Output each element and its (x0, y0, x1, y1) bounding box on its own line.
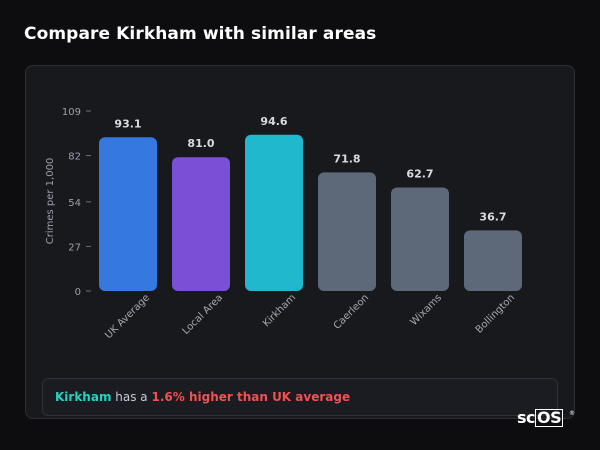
y-tick-label: 82 (68, 152, 81, 163)
summary-delta: 1.6% higher than UK average (151, 390, 351, 404)
bar (99, 137, 157, 291)
y-axis-title: Crimes per 1,000 (45, 158, 56, 245)
y-tick-label: 109 (62, 107, 81, 118)
bar (245, 134, 303, 291)
bar-value-label: 36.7 (479, 210, 506, 223)
category-label: Caerleon (332, 292, 371, 331)
bar-value-label: 94.6 (260, 115, 287, 128)
summary-area-name: Kirkham (55, 390, 112, 404)
logo-registered-mark: ® (569, 410, 575, 417)
bar (172, 157, 230, 291)
comparison-summary: Kirkham has a 1.6% higher than UK averag… (42, 378, 558, 416)
y-tick-label: 0 (75, 287, 81, 298)
category-label: Kirkham (261, 292, 298, 329)
category-label: Wixams (408, 292, 444, 328)
category-label: Bollington (474, 292, 517, 335)
bar (464, 230, 522, 291)
bar (318, 172, 376, 291)
category-label: UK Average (103, 292, 152, 341)
bar (391, 187, 449, 291)
logo-prefix: sc (517, 408, 536, 427)
page-title: Compare Kirkham with similar areas (24, 24, 377, 44)
bar-value-label: 71.8 (333, 152, 360, 165)
chart-card: 0 27 54 82 109 Crimes per 1,000 93.1 UK Average… (25, 65, 575, 419)
summary-text: has a (111, 390, 152, 404)
brand-logo: sc OS ® (517, 408, 575, 427)
bar-value-label: 62.7 (406, 167, 433, 180)
bar-value-label: 81.0 (187, 137, 214, 150)
bar-value-label: 93.1 (114, 117, 141, 130)
y-tick-label: 27 (68, 242, 81, 253)
y-tick-label: 54 (68, 198, 81, 209)
bar-chart: 0 27 54 82 109 Crimes per 1,000 93.1 UK Average… (45, 107, 522, 341)
logo-boxed: OS (535, 408, 564, 427)
category-label: Local Area (180, 292, 225, 337)
